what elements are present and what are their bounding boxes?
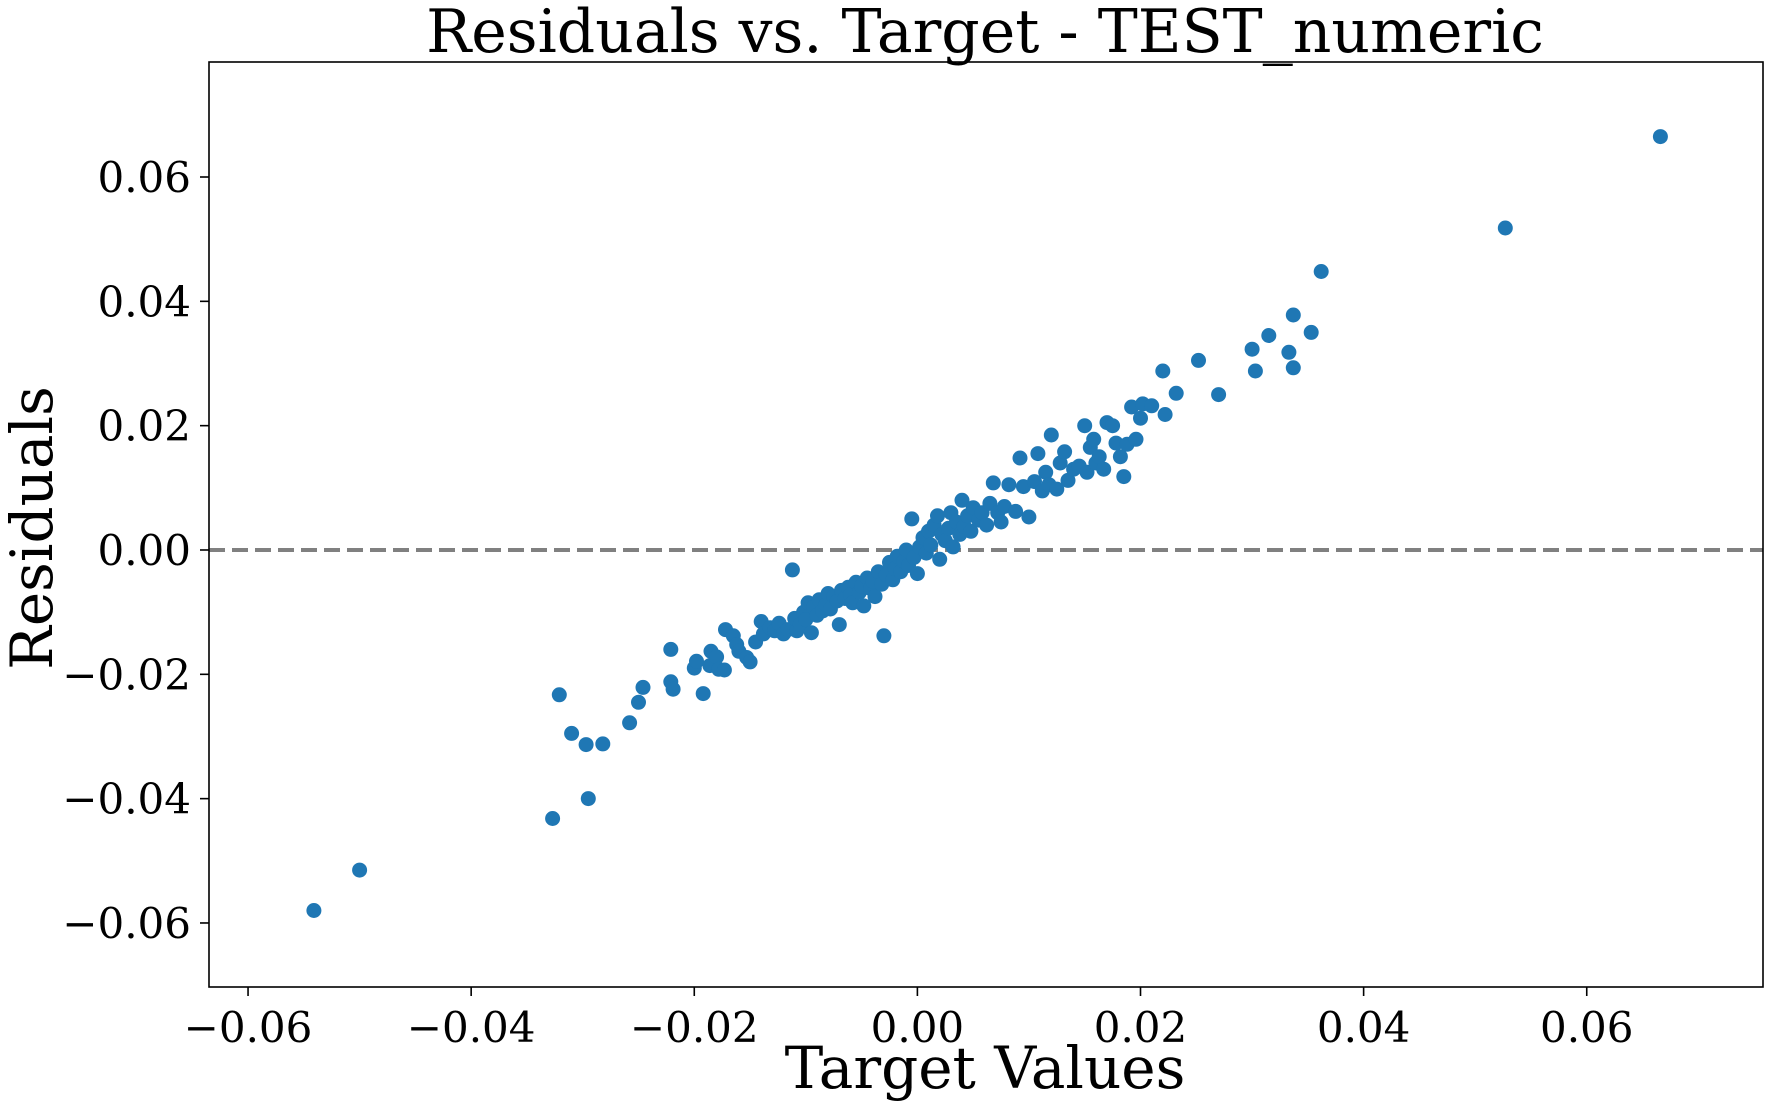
data-point — [1303, 324, 1319, 340]
data-point — [1038, 464, 1054, 480]
y-tick-label: 0.04 — [97, 277, 191, 326]
data-point — [876, 628, 892, 644]
data-point — [564, 725, 580, 741]
data-point — [665, 681, 681, 697]
data-point — [1001, 477, 1017, 493]
data-point — [622, 715, 638, 731]
data-point — [1497, 220, 1513, 236]
data-point — [1079, 464, 1095, 480]
x-tick-label: 0.06 — [1540, 1003, 1634, 1052]
data-point — [1155, 363, 1171, 379]
data-point — [1091, 449, 1107, 465]
y-tick-label: 0.06 — [97, 153, 191, 202]
data-point — [923, 537, 939, 553]
y-tick-label: −0.02 — [62, 650, 191, 699]
plot-area-frame — [208, 61, 1764, 988]
x-tick-label: 0.04 — [1317, 1003, 1411, 1052]
data-point — [716, 662, 732, 678]
data-point — [932, 551, 948, 567]
data-point — [1008, 503, 1024, 519]
data-point — [1244, 341, 1260, 357]
y-tick-label: −0.04 — [62, 775, 191, 824]
data-point — [1191, 352, 1206, 368]
data-point — [963, 523, 979, 539]
data-point — [1096, 461, 1112, 477]
data-point — [663, 641, 679, 657]
data-point — [985, 475, 1001, 491]
x-tick-label: −0.04 — [407, 1003, 536, 1052]
data-point — [803, 625, 819, 641]
data-point — [1012, 450, 1028, 466]
data-point — [1157, 407, 1173, 422]
data-point — [954, 492, 970, 508]
data-point — [1021, 509, 1037, 525]
data-point — [1086, 431, 1102, 447]
data-point — [909, 566, 925, 582]
data-point — [945, 539, 961, 555]
x-tick-label: −0.02 — [630, 1003, 759, 1052]
data-point — [1313, 264, 1329, 279]
data-point — [1043, 427, 1059, 443]
data-point — [904, 511, 920, 527]
data-point — [1060, 472, 1076, 488]
y-tick-label: 0.02 — [97, 402, 191, 451]
data-point — [993, 514, 1009, 530]
data-point — [1168, 385, 1184, 401]
x-tick-label: −0.06 — [184, 1003, 313, 1052]
data-point — [352, 862, 368, 878]
data-point — [1105, 418, 1121, 434]
data-point — [1652, 129, 1668, 145]
data-point — [1285, 307, 1301, 323]
data-point — [1112, 449, 1128, 465]
data-point — [631, 694, 646, 710]
y-tick-label: 0.00 — [97, 526, 191, 575]
data-point — [996, 499, 1012, 514]
data-point — [1133, 410, 1148, 426]
data-point — [1144, 398, 1160, 414]
data-point — [306, 903, 322, 918]
data-point — [784, 562, 800, 578]
data-point — [1108, 435, 1124, 451]
data-point — [1281, 344, 1297, 360]
data-point — [709, 649, 725, 665]
data-point — [867, 589, 883, 605]
data-point — [595, 736, 611, 752]
data-point — [545, 811, 561, 826]
data-point — [742, 654, 758, 670]
data-point — [635, 679, 651, 695]
data-point — [695, 686, 711, 702]
data-point — [1077, 418, 1093, 434]
data-point — [1128, 431, 1144, 447]
data-point — [1261, 328, 1277, 343]
data-point — [689, 653, 704, 669]
data-point — [979, 517, 995, 533]
data-point — [551, 687, 567, 703]
data-point — [580, 791, 596, 807]
data-point — [1030, 446, 1046, 462]
chart-title: Residuals vs. Target - TEST_numeric — [426, 0, 1544, 67]
data-point — [1285, 360, 1301, 376]
data-point — [578, 737, 594, 753]
data-point — [856, 598, 872, 614]
data-point — [1247, 363, 1263, 379]
y-axis-label: Residuals — [0, 386, 66, 670]
data-points-layer — [306, 129, 1668, 918]
data-point — [831, 617, 847, 633]
y-tick-label: −0.06 — [62, 899, 191, 948]
x-axis-label: Target Values — [785, 1034, 1186, 1102]
data-point — [1211, 387, 1227, 403]
data-point — [1049, 481, 1065, 497]
x-tick-label: 0.02 — [1094, 1003, 1188, 1052]
axis-ticks-layer: −0.06 −0.04 −0.02 0.00 0.02 0.04 0.06 −0.06 −0.0… — [62, 153, 1633, 1052]
data-point — [930, 508, 945, 524]
x-tick-label: 0.00 — [871, 1003, 965, 1052]
data-point — [1116, 469, 1132, 485]
data-point — [1057, 444, 1073, 460]
